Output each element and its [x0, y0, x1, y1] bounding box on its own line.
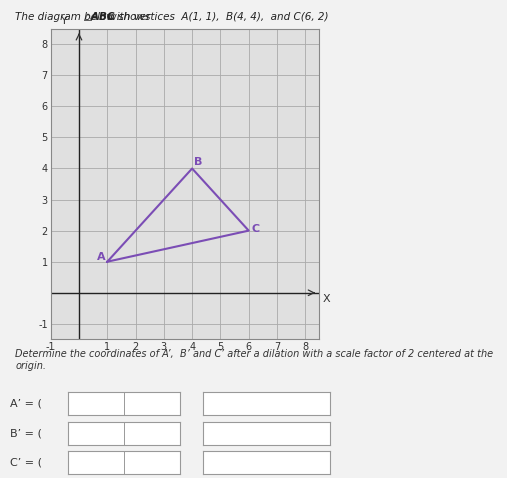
Text: X: X	[322, 294, 330, 304]
Text: Determine the coordinates of A’,  B’ and C’ after a dilation with a scale factor: Determine the coordinates of A’, B’ and …	[15, 349, 493, 370]
Text: The diagram below shows: The diagram below shows	[15, 12, 154, 22]
Text: △ABC: △ABC	[84, 12, 115, 22]
Text: C: C	[251, 224, 260, 234]
Text: C’ = (: C’ = (	[10, 458, 42, 467]
Text: A: A	[97, 252, 106, 262]
Text: A’ = (: A’ = (	[10, 399, 42, 409]
Text: with vertices  A(1, 1),  B(4, 4),  and C(6, 2): with vertices A(1, 1), B(4, 4), and C(6,…	[105, 12, 329, 22]
Text: B’ = (: B’ = (	[10, 429, 42, 438]
Text: Y: Y	[61, 16, 68, 25]
Text: B: B	[194, 157, 203, 167]
